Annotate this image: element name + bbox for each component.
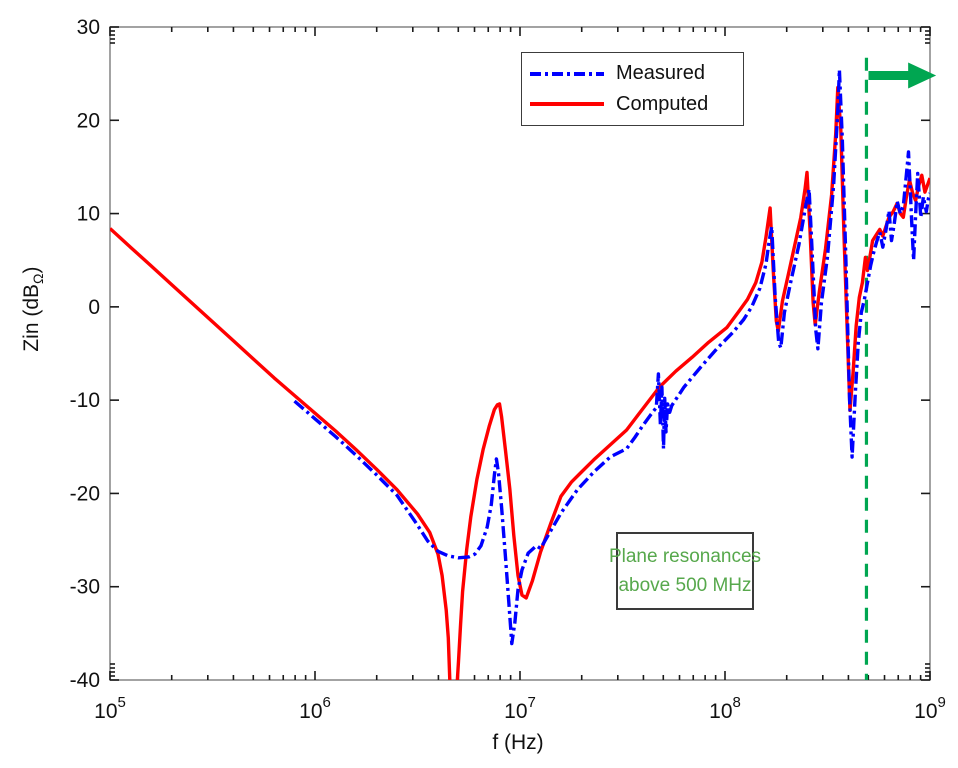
series-layer	[110, 68, 930, 680]
x-tick-label: 107	[504, 694, 536, 723]
y-tick-label: 10	[77, 203, 100, 226]
legend-item-computed: Computed	[528, 93, 737, 116]
legend: Measured Computed	[521, 52, 744, 126]
y-tick-label: -30	[70, 576, 100, 599]
x-tick-label: 108	[709, 694, 741, 723]
computed-curve	[110, 85, 930, 680]
y-tick-label: 30	[77, 16, 100, 39]
x-tick-label: 109	[914, 694, 946, 723]
y-axis-label-pre: Zin (dB	[19, 283, 43, 352]
legend-label-computed: Computed	[616, 92, 709, 115]
measured-curve	[293, 68, 930, 646]
computed-sample-line	[530, 102, 604, 107]
x-tick-label: 105	[94, 694, 126, 723]
y-tick-label: -20	[70, 482, 100, 505]
annotation-box: Plane resonances above 500 MHz	[609, 532, 761, 610]
annotation-line-1: Plane resonances	[608, 545, 762, 567]
legend-label-measured: Measured	[616, 62, 705, 85]
y-axis-label: Zin (dBΩ)	[20, 224, 46, 394]
y-tick-label: -10	[70, 389, 100, 412]
y-axis-label-sub: Ω	[30, 273, 47, 284]
y-tick-label: 20	[77, 109, 100, 132]
y-tick-label: -40	[70, 669, 100, 692]
resonance-arrow	[868, 62, 937, 89]
legend-item-measured: Measured	[528, 62, 737, 85]
x-axis-label: f (Hz)	[492, 731, 544, 754]
y-tick-label: 0	[88, 296, 100, 319]
measured-sample-line	[530, 71, 604, 76]
annotation-line-2: above 500 MHz	[618, 575, 752, 596]
x-tick-label: 106	[299, 694, 331, 723]
y-axis-label-post: )	[19, 266, 43, 274]
